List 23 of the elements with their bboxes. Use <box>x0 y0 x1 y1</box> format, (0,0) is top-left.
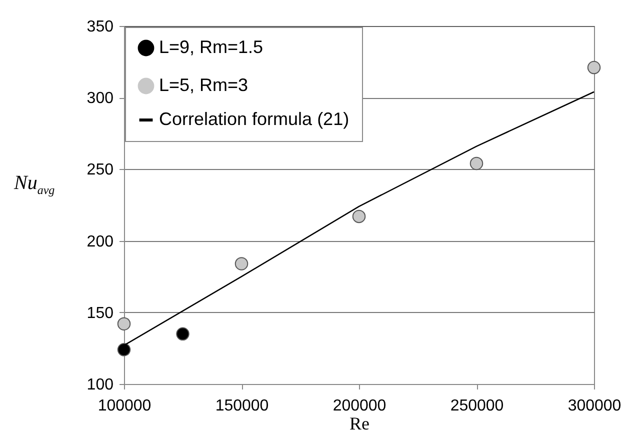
point <box>587 60 601 74</box>
x-tick-label: 300000 <box>568 398 622 414</box>
legend-label: L=5, Rm=3 <box>159 75 248 95</box>
x-tick-label: 150000 <box>215 398 269 414</box>
y-tick-label: 300 <box>86 90 114 108</box>
point <box>234 257 248 270</box>
point <box>352 210 366 224</box>
x-axis-title: Re <box>350 414 370 434</box>
legend-label: L=9, Rm=1.5 <box>159 37 264 57</box>
legend-label: Correlation formula (21) <box>159 109 350 129</box>
point <box>470 156 484 170</box>
x-tick-label: 100000 <box>98 398 152 414</box>
y-tick-label: 100 <box>86 376 114 394</box>
y-tick-label: 350 <box>86 18 114 36</box>
y-tick-label: 250 <box>86 162 114 179</box>
x-tick-label: 200000 <box>332 398 386 414</box>
y-tick-label: 150 <box>86 304 114 322</box>
x-tick-label: 250000 <box>450 398 504 414</box>
point <box>117 317 131 330</box>
y-tick-label: 200 <box>86 233 114 250</box>
y-axis-title: Nu$_{avg}$ <box>14 172 55 198</box>
point <box>117 343 131 356</box>
point <box>176 327 190 340</box>
